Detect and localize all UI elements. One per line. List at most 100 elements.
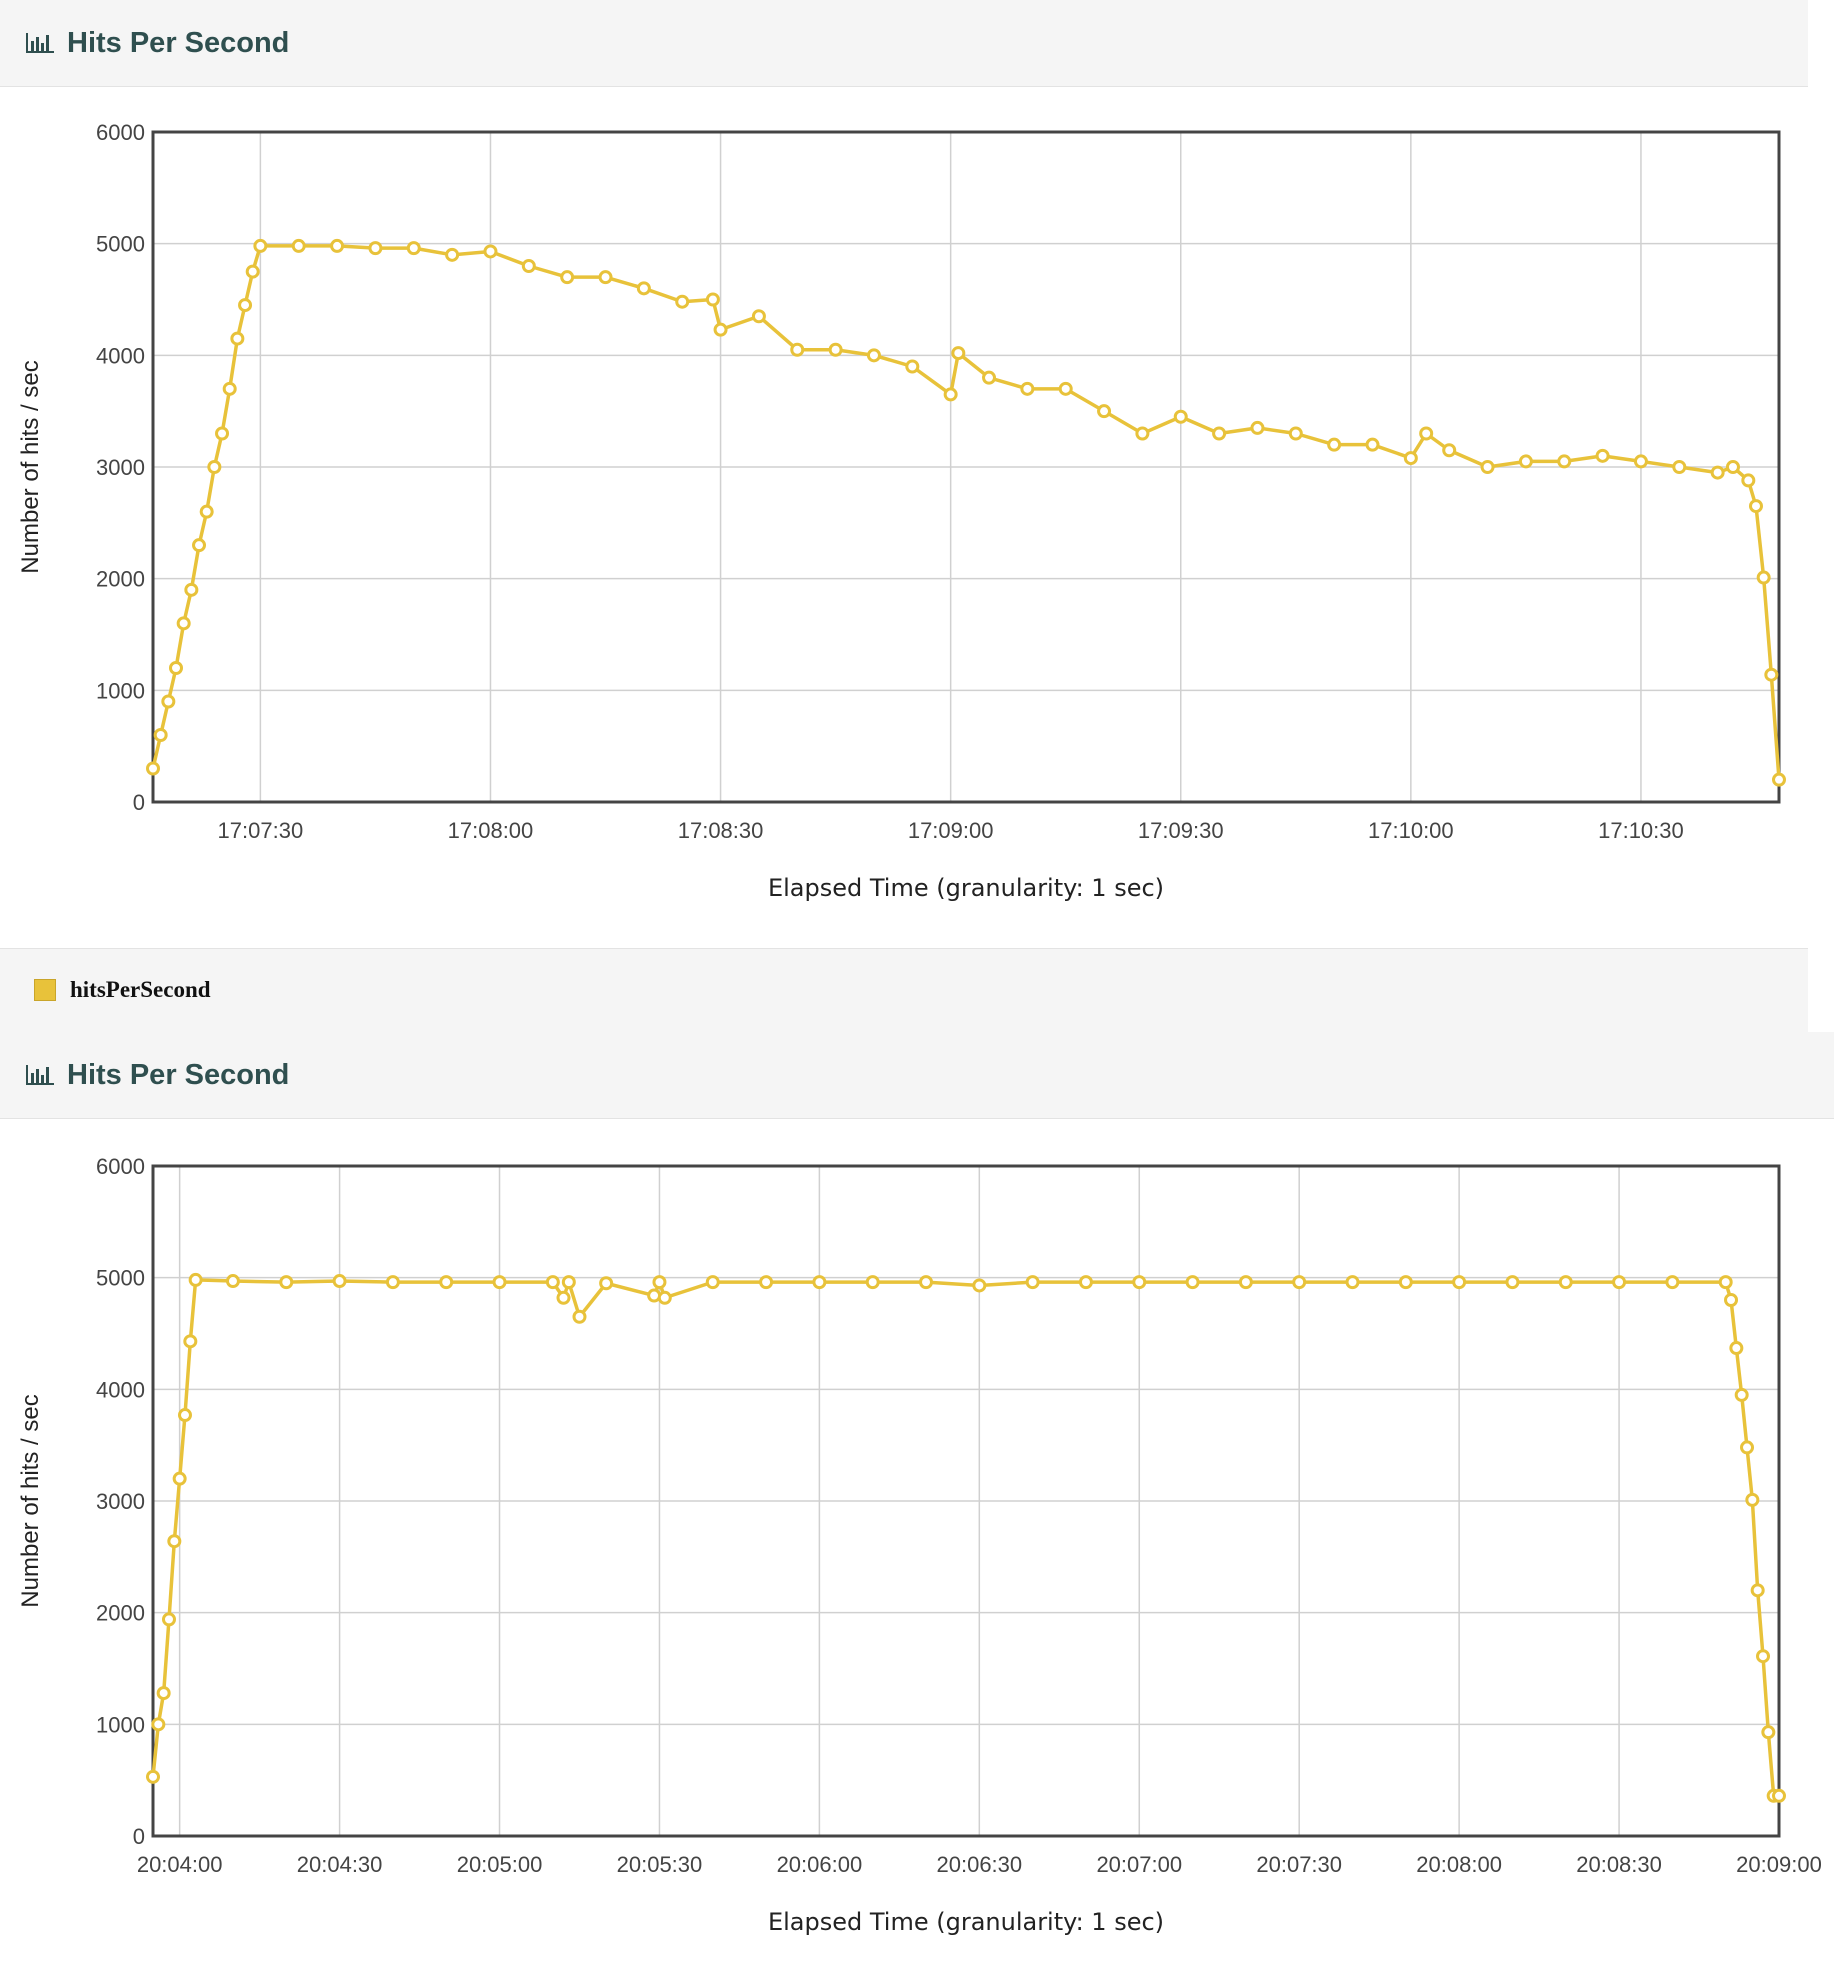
data-point [1480, 460, 1495, 474]
y-tick-label: 5000 [96, 1266, 145, 1291]
data-point [199, 504, 214, 519]
legend-swatch[interactable] [34, 979, 56, 1001]
data-point [636, 281, 651, 296]
y-tick-label: 2000 [96, 1601, 145, 1626]
data-point [1505, 1275, 1520, 1290]
data-point [599, 1276, 614, 1291]
y-tick-label: 3000 [96, 455, 145, 480]
data-point [385, 1275, 400, 1290]
x-tick-label: 20:07:30 [1256, 1852, 1342, 1877]
data-point [183, 1334, 198, 1349]
data-point [161, 1612, 176, 1627]
data-point [561, 1275, 576, 1290]
x-tick-label: 20:07:00 [1096, 1852, 1182, 1877]
data-point [1442, 443, 1457, 458]
data-point [919, 1275, 934, 1290]
data-point [146, 1769, 160, 1784]
x-tick-label: 20:08:00 [1416, 1852, 1502, 1877]
data-point [652, 1275, 667, 1290]
bar-chart-icon [25, 1064, 55, 1086]
data-point [1173, 409, 1188, 424]
x-tick-label: 17:09:30 [1138, 818, 1224, 843]
data-point [177, 1408, 192, 1423]
data-point [982, 370, 997, 385]
x-tick-label: 17:10:30 [1598, 818, 1684, 843]
data-point [1710, 465, 1725, 480]
x-tick-label: 20:06:00 [777, 1852, 863, 1877]
data-point [657, 1290, 672, 1305]
data-point [245, 264, 260, 279]
data-point [705, 292, 720, 307]
data-point [598, 270, 613, 285]
data-point [759, 1275, 774, 1290]
data-point [1595, 448, 1610, 463]
data-point [1518, 454, 1533, 469]
data-point [1761, 1725, 1776, 1740]
data-point [1078, 1275, 1093, 1290]
data-point [943, 387, 958, 402]
data-point [291, 238, 306, 253]
hits-per-second-chart-2: 0 1000 2000 3000 4000 5000 6000 20:04:00 20:04:3… [17, 1154, 1822, 1936]
y-tick-label: 0 [133, 790, 145, 815]
data-point [812, 1275, 827, 1290]
data-point [1097, 404, 1112, 419]
panel-title: Hits Per Second [67, 1058, 290, 1091]
data-point [1288, 426, 1303, 441]
y-tick-label: 2000 [96, 567, 145, 592]
data-point [647, 1288, 662, 1303]
x-tick-label: 17:08:00 [448, 818, 534, 843]
data-point [560, 270, 575, 285]
x-tick-label: 17:08:30 [678, 818, 764, 843]
data-point [161, 694, 176, 709]
data-point [1756, 1649, 1771, 1664]
y-tick-label: 6000 [96, 120, 145, 145]
x-tick-label: 20:04:00 [137, 1852, 223, 1877]
data-point [1772, 1788, 1786, 1803]
data-point [1718, 1275, 1733, 1290]
data-point [521, 259, 536, 273]
x-axis-label: Elapsed Time (granularity: 1 sec) [768, 874, 1164, 902]
y-axis-label: Number of hits / sec [17, 1394, 44, 1607]
y-tick-label: 4000 [96, 1377, 145, 1402]
data-point [1345, 1275, 1360, 1290]
data-point [1292, 1275, 1307, 1290]
data-point [207, 460, 222, 474]
data-point [1745, 1492, 1760, 1507]
hits-per-second-chart-1: 0 1000 2000 3000 4000 5000 6000 17:07:30 17:08:0… [17, 120, 1786, 902]
data-point [905, 359, 920, 374]
x-tick-label: 20:08:30 [1576, 1852, 1662, 1877]
x-tick-label: 20:05:00 [457, 1852, 543, 1877]
data-point [230, 331, 245, 346]
y-axis-label: Number of hits / sec [17, 360, 44, 573]
data-point [1557, 454, 1572, 469]
data-point [176, 616, 191, 631]
panel-title: Hits Per Second [67, 26, 290, 59]
panel-header: Hits Per Second [0, 1032, 1834, 1119]
data-point [1741, 473, 1756, 488]
data-point [225, 1274, 240, 1289]
legend-label[interactable]: hitsPerSecond [70, 977, 211, 1002]
data-point [1665, 1275, 1680, 1290]
data-point [828, 342, 843, 357]
data-point [972, 1278, 987, 1293]
data-point [1750, 1583, 1765, 1598]
data-point [1764, 667, 1779, 682]
data-point [1185, 1275, 1200, 1290]
data-point [167, 1534, 182, 1549]
data-point [1724, 1293, 1739, 1307]
data-point [865, 1275, 880, 1290]
data-point [556, 1290, 571, 1305]
x-tick-label: 20:04:30 [297, 1852, 383, 1877]
panel-header: Hits Per Second [0, 0, 1808, 87]
data-point [1327, 437, 1342, 452]
data-point [705, 1275, 720, 1290]
data-point [368, 241, 383, 256]
data-point [1238, 1275, 1253, 1290]
data-point [1558, 1275, 1573, 1290]
data-point [1748, 499, 1763, 514]
data-point [192, 538, 207, 553]
data-point [1212, 426, 1227, 441]
x-tick-label: 17:09:00 [908, 818, 994, 843]
data-point [169, 661, 184, 675]
data-point [222, 381, 237, 396]
